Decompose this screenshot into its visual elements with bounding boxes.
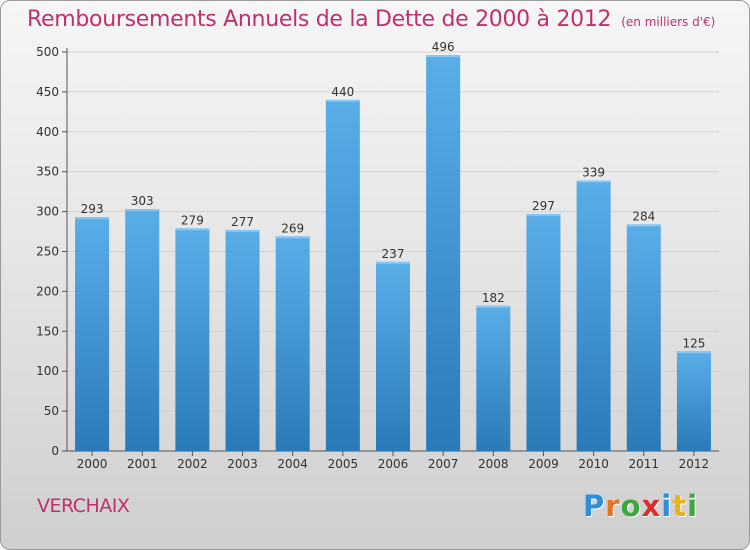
x-tick-label: 2008 (478, 457, 509, 471)
value-label: 269 (281, 221, 304, 235)
bar-highlight (225, 229, 260, 232)
value-label: 237 (382, 247, 405, 261)
value-label: 339 (582, 165, 605, 179)
logo-letter: i (687, 489, 699, 523)
y-tick-label: 500 (36, 45, 59, 59)
bar-2003 (225, 229, 260, 451)
bar-2011 (626, 224, 661, 451)
logo-letter: t (672, 489, 688, 523)
x-tick-label: 2011 (628, 457, 659, 471)
y-tick-label: 100 (36, 364, 59, 378)
bar-2012 (676, 351, 711, 451)
y-tick-label: 50 (44, 404, 59, 418)
x-tick-label: 2010 (578, 457, 609, 471)
bar-highlight (325, 99, 360, 102)
x-tick-label: 2012 (679, 457, 710, 471)
value-label: 293 (81, 202, 104, 216)
value-label: 182 (482, 291, 505, 305)
y-tick-label: 300 (36, 205, 59, 219)
y-tick-label: 400 (36, 125, 59, 139)
x-tick-label: 2003 (227, 457, 258, 471)
value-label: 440 (331, 85, 354, 99)
commune-name: VERCHAIX (37, 495, 130, 517)
bar-highlight (476, 305, 511, 308)
logo-letter: r (605, 489, 621, 523)
value-label: 284 (632, 209, 655, 223)
value-label: 277 (231, 215, 254, 229)
bar-highlight (626, 224, 661, 227)
bar-highlight (426, 55, 461, 58)
bar-2007 (426, 55, 461, 451)
chart-title: Remboursements Annuels de la Dette de 20… (27, 7, 715, 32)
value-label: 125 (682, 336, 705, 350)
labels: 0 50 100 150 200 250 300 350 400 450 500 293 2000 303… (36, 40, 709, 471)
bar-highlight (75, 217, 110, 220)
x-tick-label: 2006 (378, 457, 409, 471)
x-tick-label: 2000 (77, 457, 108, 471)
y-tick-label: 350 (36, 165, 59, 179)
bar-highlight (175, 228, 210, 231)
x-tick-label: 2001 (127, 457, 158, 471)
logo-letter: i (661, 489, 673, 523)
proxiti-logo[interactable]: Proxiti (583, 489, 698, 523)
value-label: 303 (131, 194, 154, 208)
bar-2000 (75, 217, 110, 451)
x-tick-label: 2004 (277, 457, 308, 471)
value-label: 496 (432, 40, 455, 54)
bar-2006 (376, 261, 410, 451)
bar-2009 (526, 213, 561, 451)
chart-unit: (en milliers d'€) (621, 15, 716, 29)
bar-highlight (275, 236, 310, 239)
y-tick-label: 450 (36, 85, 59, 99)
logo-letter: x (641, 489, 662, 523)
bar-2010 (576, 180, 611, 451)
bar-highlight (676, 351, 711, 354)
y-tick-label: 0 (51, 444, 59, 458)
bar-2008 (476, 305, 511, 451)
y-tick-label: 250 (36, 245, 59, 259)
x-tick-label: 2007 (428, 457, 459, 471)
logo-letter: P (583, 489, 606, 523)
value-label: 297 (532, 199, 555, 213)
value-label: 279 (181, 213, 204, 227)
logo-letter: o (620, 489, 642, 523)
x-tick-label: 2009 (528, 457, 559, 471)
bar-2002 (175, 228, 210, 451)
bar-2001 (125, 209, 160, 451)
bar-highlight (526, 213, 561, 216)
x-tick-label: 2005 (328, 457, 359, 471)
y-tick-label: 150 (36, 324, 59, 338)
x-tick-label: 2002 (177, 457, 208, 471)
chart-title-text: Remboursements Annuels de la Dette de 20… (27, 7, 612, 32)
bar-2004 (275, 236, 310, 451)
y-tick-label: 200 (36, 284, 59, 298)
bar-highlight (125, 209, 160, 212)
bar-highlight (576, 180, 611, 183)
bar-highlight (376, 261, 410, 264)
bar-2005 (325, 99, 360, 451)
bars (75, 55, 711, 451)
